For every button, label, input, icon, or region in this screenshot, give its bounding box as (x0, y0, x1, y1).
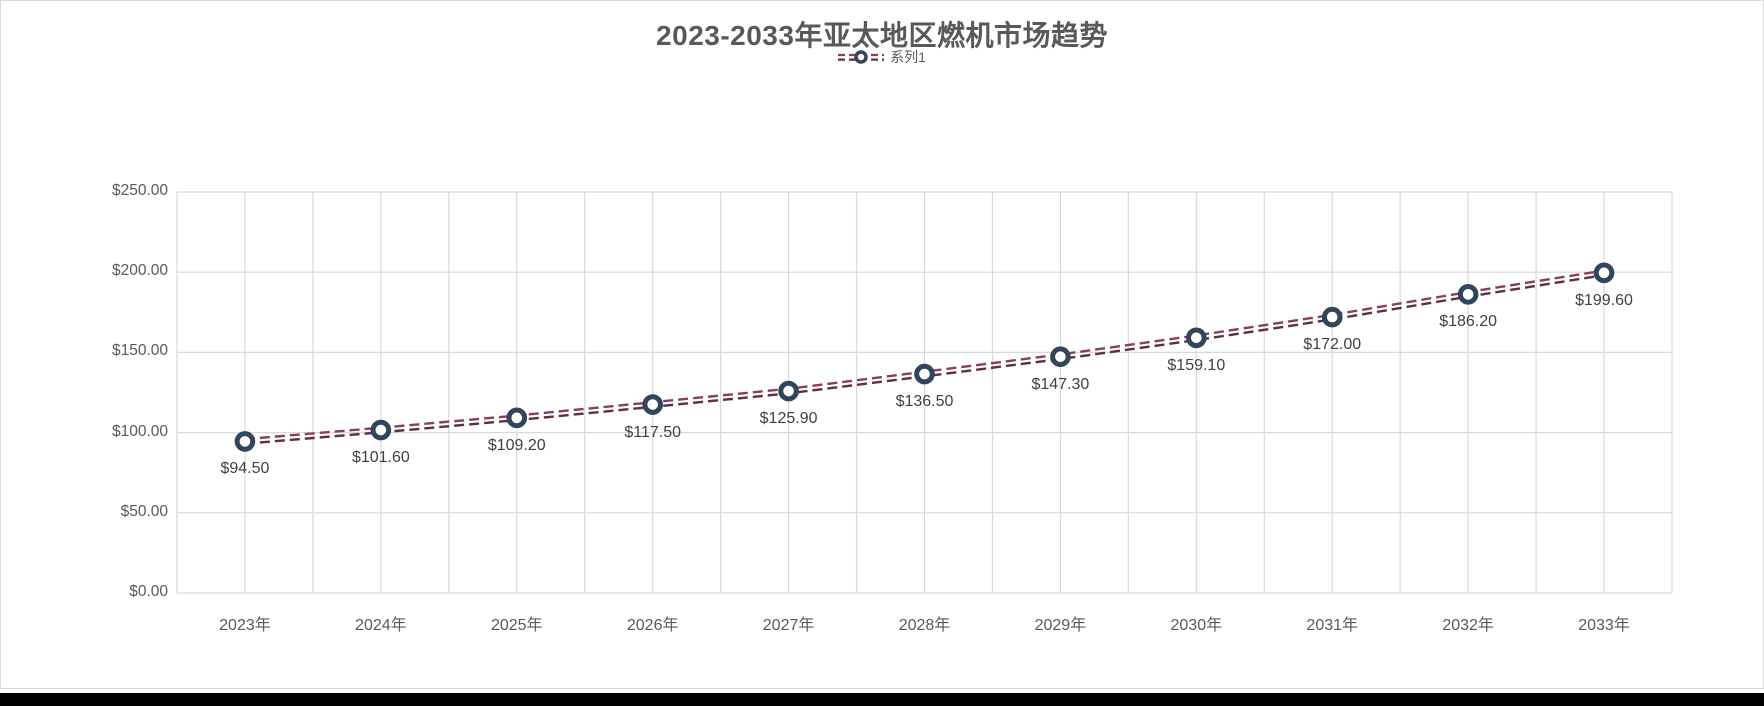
data-point-marker (1321, 306, 1343, 328)
data-point-label: $94.50 (220, 460, 270, 478)
y-axis-tick-label: $100.00 (111, 422, 168, 440)
data-point-marker (778, 380, 799, 402)
data-point-marker (1457, 284, 1479, 305)
y-axis-tick-label: $50.00 (120, 502, 168, 520)
x-axis-category-label: 2030年 (1170, 617, 1223, 634)
data-point-label: $159.10 (1167, 356, 1226, 374)
data-point-marker (370, 419, 392, 441)
y-axis-tick-label: $0.00 (129, 583, 168, 600)
y-axis-tick-label: $250.00 (111, 182, 168, 199)
x-axis-category-label: 2033年 (1578, 617, 1630, 634)
x-axis-category-label: 2025年 (490, 617, 543, 634)
chart-title: 2023-2033年亚太地区燃机市场趋势 (656, 20, 1108, 51)
x-axis-category-label: 2028年 (898, 617, 951, 634)
data-point-marker (914, 363, 935, 385)
y-axis-tick-label: $200.00 (111, 262, 168, 280)
data-point-marker (506, 407, 528, 429)
data-point-label: $101.60 (351, 449, 410, 467)
chart-legend: 系列1 (0, 48, 1764, 66)
data-point-label: $186.20 (1439, 313, 1498, 331)
y-axis-tick-label: $150.00 (111, 342, 168, 360)
x-axis-category-label: 2029年 (1034, 617, 1087, 634)
x-axis-category-label: 2027年 (762, 617, 815, 634)
data-point-label: $117.50 (624, 423, 681, 441)
x-axis-category-label: 2023年 (219, 617, 271, 634)
data-point-label: $109.20 (487, 436, 546, 454)
data-point-marker (1593, 262, 1615, 284)
data-point-label: $125.90 (759, 410, 818, 428)
data-point-marker (642, 394, 663, 415)
data-point-marker (1186, 327, 1207, 349)
data-point-marker (1050, 346, 1071, 368)
data-point-label: $147.30 (1031, 375, 1090, 393)
x-axis-category-label: 2031年 (1306, 617, 1359, 634)
data-point-label: $136.50 (895, 393, 954, 411)
x-axis-category-label: 2026年 (626, 617, 679, 634)
legend-series-marker-icon (838, 50, 885, 64)
data-point-marker (234, 431, 256, 452)
x-axis-category-label: 2024年 (355, 617, 407, 634)
data-point-label: $199.60 (1575, 291, 1633, 309)
x-axis-category-label: 2032年 (1442, 617, 1494, 634)
chart-frame (0, 0, 1764, 689)
bottom-black-bar (0, 693, 1764, 706)
legend-series-label: 系列1 (890, 49, 926, 65)
data-point-label: $172.00 (1303, 336, 1362, 354)
